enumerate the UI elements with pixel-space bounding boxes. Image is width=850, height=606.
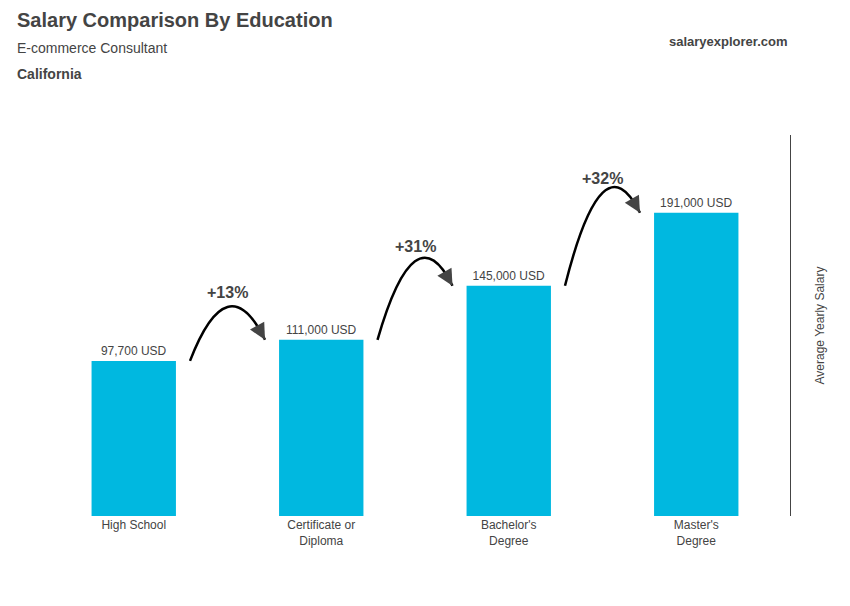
svg-text:salaryexplorer.com: salaryexplorer.com [669,34,788,49]
svg-text:Salary Comparison By Education: Salary Comparison By EducationE-commerce… [17,9,333,82]
svg-text:+31%: +31% [395,238,436,255]
svg-text:Bachelor'sDegree: Bachelor'sDegree [481,518,537,548]
svg-text:191,000 USD: 191,000 USD [660,196,732,210]
svg-text:Master'sDegree: Master'sDegree [674,518,719,548]
svg-text:111,000 USD: 111,000 USD [286,323,357,337]
svg-text:Certificate orDiploma: Certificate orDiploma [287,518,355,548]
svg-text:97,700 USD: 97,700 USD [101,344,167,358]
svg-text:145,000 USD: 145,000 USD [473,269,545,283]
svg-text:+32%: +32% [582,170,623,187]
svg-text:+13%: +13% [207,284,248,301]
svg-text:Average Yearly Salary: Average Yearly Salary [813,267,827,385]
svg-text:High School: High School [101,518,166,532]
